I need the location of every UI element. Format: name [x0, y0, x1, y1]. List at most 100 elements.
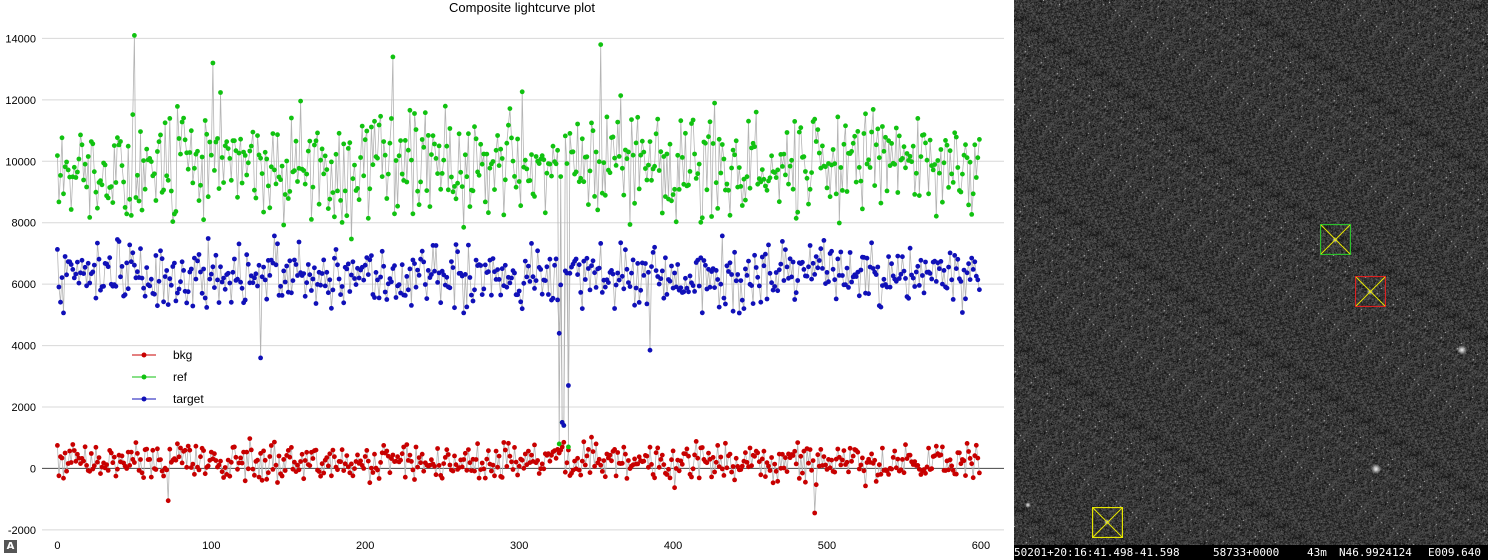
data-point-target: [586, 266, 591, 271]
data-point-ref: [162, 120, 168, 126]
data-point-bkg: [265, 470, 271, 476]
data-point-ref: [102, 162, 108, 168]
data-point-bkg: [350, 473, 356, 479]
data-point-bkg: [416, 455, 422, 460]
data-point-target: [933, 279, 939, 284]
data-point-bkg: [783, 455, 788, 461]
data-point-ref: [452, 184, 457, 189]
data-point-bkg: [355, 452, 360, 458]
data-point-bkg: [262, 457, 268, 463]
data-point-ref: [602, 192, 608, 198]
data-point-bkg: [792, 448, 798, 454]
data-point-target: [790, 259, 796, 265]
data-point-target: [139, 275, 145, 281]
data-point-target: [647, 347, 653, 353]
data-point-bkg: [686, 453, 691, 459]
data-point-target: [479, 292, 485, 297]
data-point-bkg: [281, 457, 287, 462]
data-point-ref: [495, 133, 500, 138]
data-point-ref: [507, 106, 513, 111]
data-point-target: [755, 274, 761, 280]
data-point-ref: [195, 148, 200, 154]
data-point-target: [495, 267, 500, 272]
data-point-target: [62, 254, 68, 259]
data-point-ref: [310, 184, 316, 190]
sky-image[interactable]: [1014, 0, 1488, 545]
data-point-target: [949, 277, 955, 283]
data-point-bkg: [245, 466, 251, 472]
data-point-target: [472, 287, 477, 293]
data-point-ref: [68, 207, 74, 212]
data-point-target: [79, 257, 85, 263]
data-point-target: [93, 295, 99, 301]
data-point-target: [807, 243, 813, 248]
data-point-bkg: [330, 447, 336, 453]
data-point-ref: [944, 142, 950, 148]
data-point-ref: [416, 202, 422, 208]
data-point-ref: [55, 153, 60, 159]
data-point-bkg: [880, 445, 885, 451]
data-point-target: [287, 258, 293, 264]
data-point-ref: [838, 165, 844, 170]
data-point-bkg: [613, 473, 619, 479]
data-point-target: [886, 254, 891, 259]
data-point-target: [587, 287, 593, 293]
data-point-bkg: [709, 474, 714, 480]
data-point-ref: [113, 180, 119, 185]
data-point-ref: [218, 90, 223, 95]
data-point-ref: [167, 116, 173, 121]
data-point-target: [535, 248, 540, 254]
data-point-target: [650, 250, 656, 255]
data-point-ref: [239, 180, 245, 186]
data-point-bkg: [615, 450, 621, 455]
data-point-target: [869, 240, 874, 246]
data-point-target: [916, 283, 922, 288]
data-point-bkg: [304, 449, 310, 455]
data-point-ref: [324, 167, 330, 173]
sky-image-viewer[interactable]: [1014, 0, 1488, 545]
data-point-bkg: [319, 461, 325, 467]
data-point-target: [245, 261, 251, 267]
data-point-bkg: [313, 447, 319, 453]
data-point-bkg: [467, 460, 473, 466]
plot-settings-badge[interactable]: A: [4, 540, 17, 553]
data-point-bkg: [780, 451, 785, 457]
data-point-bkg: [626, 458, 631, 463]
data-point-ref: [730, 147, 736, 153]
data-point-ref: [87, 215, 93, 220]
data-point-ref: [864, 161, 870, 167]
lightcurve-plot-panel[interactable]: Composite lightcurve plot -2000 0 2000 4000…: [0, 0, 1013, 560]
data-point-target: [516, 288, 522, 294]
data-point-target: [659, 268, 665, 274]
data-point-target: [804, 273, 810, 279]
data-point-bkg: [584, 453, 590, 459]
data-point-ref: [732, 152, 737, 158]
data-point-bkg: [482, 475, 488, 481]
data-point-target: [75, 259, 80, 265]
data-point-target: [344, 266, 350, 272]
target-star-marker[interactable]: [1355, 276, 1386, 307]
data-point-target: [938, 259, 944, 264]
data-point-target: [913, 269, 919, 275]
data-point-target: [776, 267, 782, 273]
data-point-bkg: [767, 468, 773, 473]
data-point-bkg: [815, 452, 821, 458]
data-point-bkg: [270, 467, 276, 472]
data-point-ref: [125, 143, 131, 149]
data-point-bkg: [635, 461, 641, 467]
data-point-bkg: [410, 467, 416, 473]
data-point-ref: [647, 139, 653, 145]
check-star-marker[interactable]: [1092, 507, 1123, 538]
data-point-target: [333, 247, 339, 252]
data-point-ref: [370, 162, 376, 168]
data-point-ref: [683, 130, 688, 136]
data-point-bkg: [803, 479, 808, 485]
data-point-target: [193, 276, 199, 282]
data-point-bkg: [486, 448, 491, 454]
data-point-bkg: [506, 440, 511, 446]
data-point-ref: [872, 183, 878, 189]
ref-star-marker[interactable]: [1320, 224, 1351, 255]
data-point-bkg: [975, 455, 981, 461]
data-point-ref: [707, 119, 713, 125]
data-point-ref: [789, 157, 794, 163]
